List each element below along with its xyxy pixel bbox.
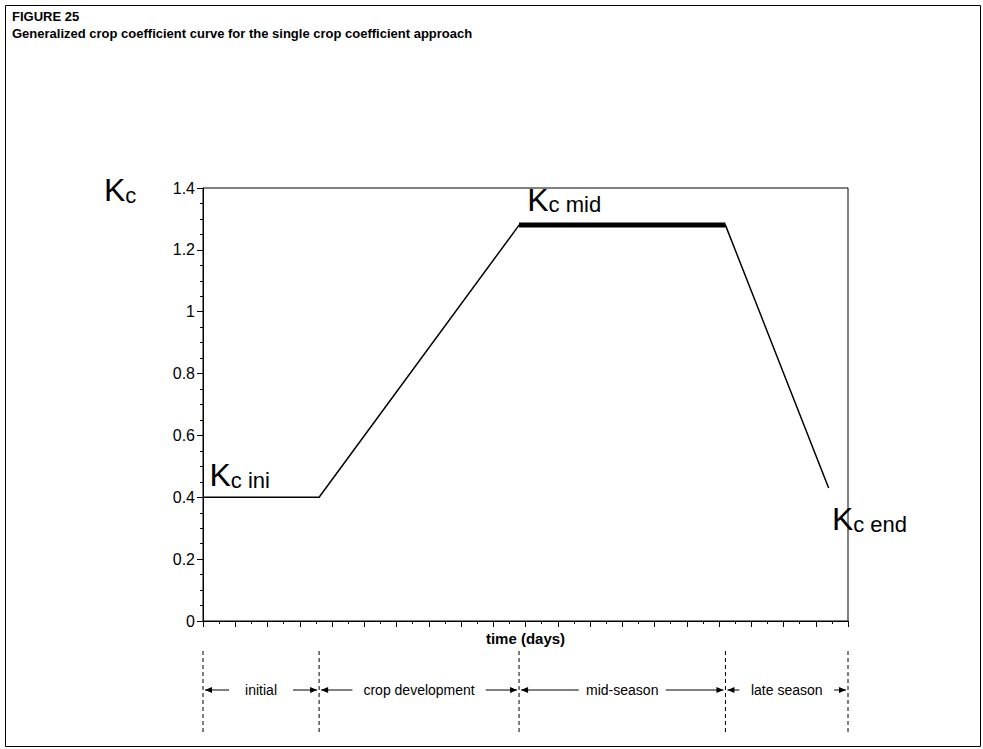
svg-text:c: c [125, 183, 136, 208]
svg-text:late season: late season [751, 682, 823, 698]
svg-text:crop development: crop development [363, 682, 474, 698]
svg-text:0.8: 0.8 [173, 365, 195, 382]
svg-text:0.4: 0.4 [173, 489, 195, 506]
svg-text:K: K [209, 457, 230, 493]
svg-text:K: K [832, 501, 853, 537]
svg-text:c ini: c ini [231, 468, 270, 493]
svg-text:K: K [527, 182, 548, 218]
svg-text:mid-season: mid-season [586, 682, 658, 698]
svg-text:initial: initial [245, 682, 277, 698]
svg-text:1: 1 [186, 303, 195, 320]
svg-text:0.6: 0.6 [173, 427, 195, 444]
svg-text:0.2: 0.2 [173, 551, 195, 568]
svg-text:time (days): time (days) [486, 630, 565, 647]
svg-text:0: 0 [186, 613, 195, 630]
svg-text:1.2: 1.2 [173, 241, 195, 258]
svg-text:Generalized crop coefficient c: Generalized crop coefficient curve for t… [12, 26, 472, 41]
svg-text:FIGURE 25: FIGURE 25 [12, 9, 79, 24]
svg-text:K: K [104, 172, 125, 208]
svg-text:1.4: 1.4 [173, 180, 195, 197]
svg-text:c end: c end [853, 512, 907, 537]
svg-text:c mid: c mid [549, 192, 602, 217]
